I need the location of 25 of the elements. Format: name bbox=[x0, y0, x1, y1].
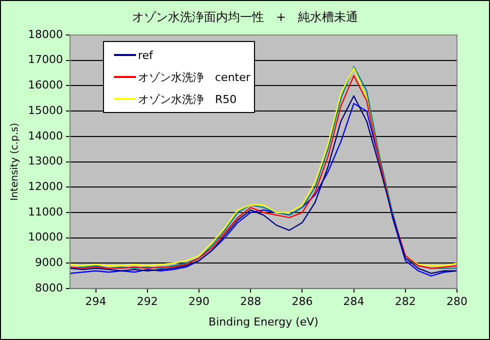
y-tick-label: 15000 bbox=[28, 104, 63, 117]
y-tick-label: 17000 bbox=[28, 53, 63, 66]
y-tick-label: 13000 bbox=[28, 154, 63, 168]
legend-label: オゾン水洗浄 center bbox=[138, 70, 250, 84]
x-tick-label: 286 bbox=[292, 295, 313, 308]
y-tick-label: 14000 bbox=[28, 129, 63, 142]
x-tick-label: 294 bbox=[85, 295, 106, 308]
legend-label: オゾン水洗浄 R50 bbox=[138, 92, 237, 106]
y-tick-label: 9000 bbox=[34, 256, 63, 270]
x-axis-title: Binding Energy (eV) bbox=[208, 315, 318, 328]
y-tick-label: 18000 bbox=[28, 28, 63, 41]
x-tick-label: 292 bbox=[136, 295, 158, 308]
y-tick-label: 10000 bbox=[28, 230, 63, 244]
y-tick-label: 8000 bbox=[34, 281, 63, 294]
chart-title: オゾン水洗浄面内均一性 + 純水槽未通 bbox=[130, 9, 360, 26]
y-axis-title: Intensity (c.p.s) bbox=[10, 122, 21, 201]
x-tick-label: 282 bbox=[394, 295, 416, 308]
y-tick-label: 12000 bbox=[28, 180, 63, 194]
x-tick-label: 288 bbox=[240, 295, 262, 308]
x-tick-label: 280 bbox=[446, 295, 468, 308]
y-tick-label: 11000 bbox=[28, 205, 63, 218]
legend-label: ref bbox=[138, 48, 153, 62]
x-tick-label: 284 bbox=[343, 295, 364, 308]
x-tick-label: 290 bbox=[188, 295, 210, 308]
y-tick-label: 16000 bbox=[28, 78, 63, 92]
